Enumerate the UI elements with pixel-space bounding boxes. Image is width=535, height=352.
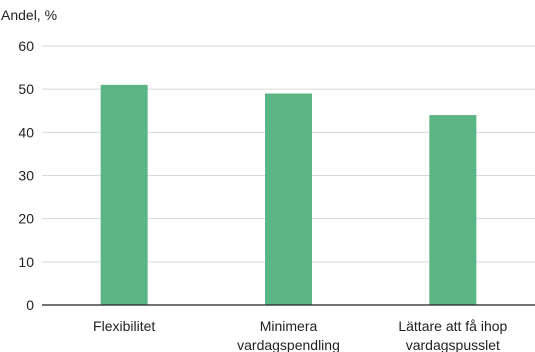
x-axis-labels: Flexibilitet Minimera vardagspendling Lätta…	[93, 318, 507, 352]
bar	[429, 115, 477, 305]
x-tick-label: Minimera vardagspendling	[237, 318, 340, 352]
x-tick-label-line: Lättare att få ihop	[398, 318, 507, 334]
y-tick-label: 20	[18, 211, 34, 227]
y-tick-label: 60	[18, 38, 34, 54]
y-tick-label: 40	[18, 124, 34, 140]
bar	[100, 84, 148, 305]
y-axis-label: Andel, %	[1, 7, 57, 23]
bars	[100, 84, 477, 305]
x-tick-label: Lättare att få ihop vardagspusslet	[398, 318, 507, 352]
x-tick-label-line: Minimera	[260, 318, 318, 334]
x-tick-label: Flexibilitet	[93, 318, 155, 334]
x-tick-label-line: Flexibilitet	[93, 318, 155, 334]
y-tick-label: 10	[18, 254, 34, 270]
x-tick-label-line: vardagspendling	[237, 337, 340, 352]
y-axis-ticks: 0 10 20 30 40 50 60	[18, 38, 34, 313]
bar	[265, 93, 312, 305]
y-tick-label: 0	[26, 297, 34, 313]
y-tick-label: 50	[18, 81, 34, 97]
x-tick-label-line: vardagspusslet	[406, 337, 500, 352]
y-tick-label: 30	[18, 168, 34, 184]
